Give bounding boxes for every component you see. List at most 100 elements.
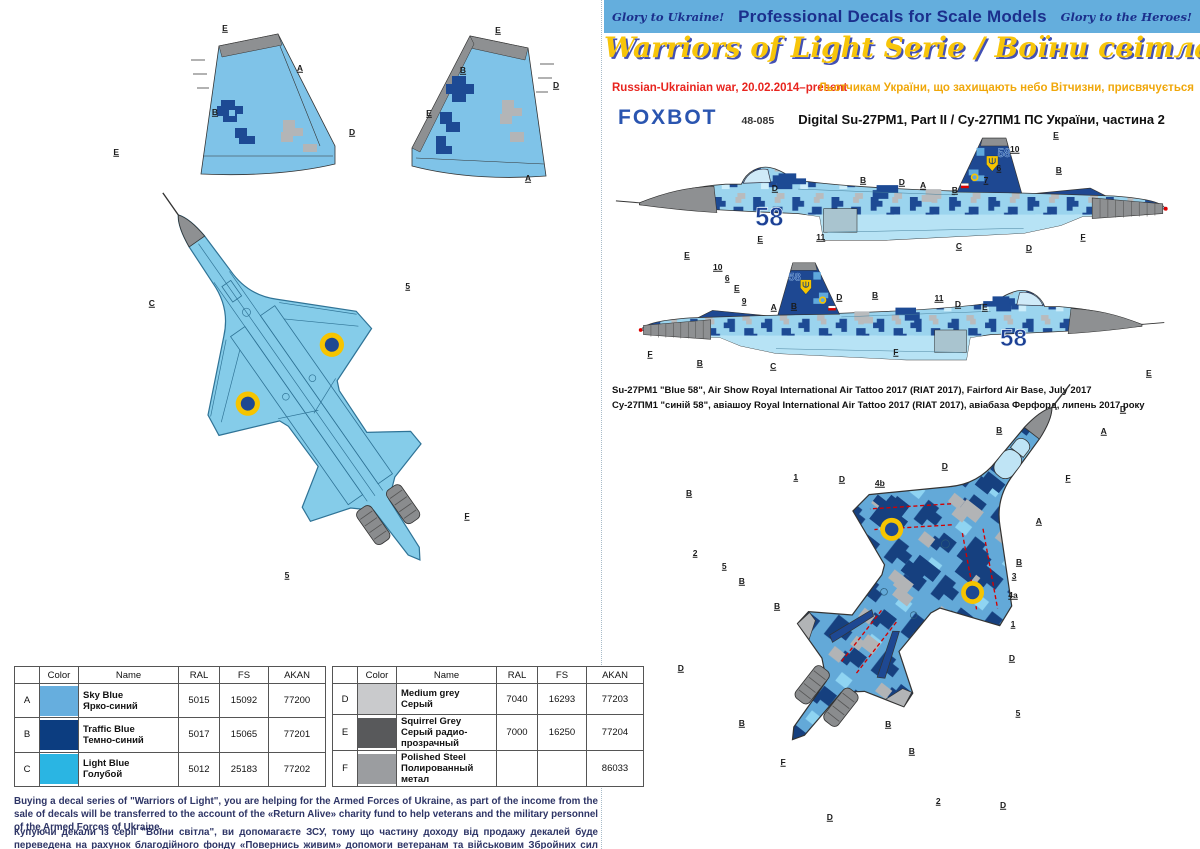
callout-E: E (1053, 129, 1059, 140)
color-table-right: Color Name RAL FS AKAN D Medium grey Серый 7040 1… (332, 666, 644, 787)
fs-value: 15092 (219, 682, 269, 719)
callout-F: F (780, 756, 786, 767)
color-swatch (358, 717, 396, 748)
color-swatch-cell (357, 750, 397, 787)
callout-D: D (1025, 242, 1032, 253)
callout-A: A (1100, 425, 1107, 436)
callout-B: B (1015, 556, 1023, 567)
fs-value: 16250 (537, 714, 587, 751)
akan-value: 77203 (586, 683, 644, 715)
ral-value: 5015 (178, 682, 220, 719)
column-header: Name (396, 666, 497, 684)
callout-7: 7 (983, 174, 989, 185)
static-dischargers (536, 63, 554, 93)
walkway-lines (841, 503, 999, 674)
roundel (880, 517, 904, 541)
column-header: Name (78, 666, 179, 684)
callout-D: D (941, 460, 948, 471)
glory-left-text: Glory to Ukraine! (612, 9, 725, 24)
color-name-cell: Squirrel Grey Серый радио-прозрачный (396, 714, 497, 751)
callout-B: B (685, 487, 693, 498)
callout-B: B (859, 174, 867, 185)
callout-E: E (113, 146, 120, 157)
fin-tip-cap (218, 33, 283, 58)
callout-10: 10 (713, 261, 723, 272)
callout-F: F (647, 348, 653, 359)
column-header (14, 666, 40, 684)
color-swatch (40, 719, 78, 750)
callout-D: D (677, 662, 684, 673)
callout-E: E (426, 107, 432, 118)
board-number-fin: 58 (997, 147, 1011, 160)
column-header: AKAN (586, 666, 644, 684)
color-name-cell: Sky Blue Ярко-синий (78, 682, 179, 719)
callout-E: E (222, 22, 228, 33)
callout-E: E (495, 24, 501, 35)
color-table-row: F Polished Steel Полированный метал 86033 (332, 750, 644, 787)
product-title: Digital Su-27PM1, Part II / Су-27ПМ1 ПС … (798, 112, 1165, 127)
color-table-row: A Sky Blue Ярко-синий 5015 15092 77200 (14, 682, 326, 719)
paint-reference-tables: Color Name RAL FS AKAN A Sky Blue Ярко-синий 501… (14, 666, 644, 788)
column-header: Color (39, 666, 79, 684)
color-name-cell: Polished Steel Полированный метал (396, 750, 497, 787)
callout-2: 2 (692, 547, 698, 558)
brand-logo: FOXBOT (618, 106, 718, 129)
vertical-fin-top (829, 609, 874, 643)
color-letter: E (332, 714, 358, 751)
color-table-row: E Squirrel Grey Серый радио-прозрачный 7000… (332, 714, 644, 751)
callout-B: B (773, 600, 781, 611)
board-number-nose: 58 (1000, 325, 1027, 352)
callout-C: C (955, 240, 962, 251)
roundel (961, 581, 985, 604)
stabilator-tip (797, 612, 816, 641)
callout-F: F (893, 346, 899, 357)
war-note: Russian-Ukrainian war, 20.02.2014–presen… (612, 82, 848, 94)
stabilator-tip (884, 688, 913, 708)
callout-B: B (951, 184, 958, 195)
callout-B: B (908, 745, 915, 756)
akan-value: 77200 (268, 682, 326, 719)
callout-A: A (1035, 515, 1042, 526)
charity-note-english: Buying a decal series of "Warriors of Li… (14, 795, 598, 833)
column-header: RAL (178, 666, 220, 684)
vertical-fin-top (876, 630, 900, 679)
akan-value: 77204 (586, 714, 644, 751)
callout-D: D (1000, 799, 1007, 810)
windscreen (1009, 438, 1031, 458)
radome (177, 214, 206, 248)
page-divider (601, 0, 602, 849)
dedication-text: Льотчикам України, що захищають небо Віт… (818, 82, 1194, 94)
product-header: FOXBOT 48-085 Digital Su-27PM1, Part II … (618, 106, 1165, 130)
static-dischargers (191, 59, 209, 89)
callout-D: D (1008, 652, 1015, 663)
color-name-cell: Light Blue Голубой (78, 751, 179, 788)
callout-1: 1 (793, 472, 799, 483)
callout-4a: 4a (1008, 590, 1018, 601)
akan-value: 86033 (586, 750, 644, 787)
callout-C: C (770, 360, 777, 371)
callout-E: E (733, 282, 740, 293)
color-swatch (40, 685, 78, 716)
header-main-title: Professional Decals for Scale Models (738, 6, 1047, 26)
side-profile-port-figure: 58 58 E 10 6 7 B D B D A B E 11 C D F (612, 130, 1200, 258)
callout-A: A (296, 62, 303, 73)
column-header: AKAN (268, 666, 326, 684)
color-swatch-cell (39, 717, 79, 753)
underside-view-figure: E C 5 5 F (15, 115, 590, 667)
callout-D: D (552, 79, 560, 90)
callout-A: A (770, 301, 777, 312)
header-band: Glory to Ukraine! Professional Decals fo… (604, 0, 1200, 33)
callout-F: F (1080, 231, 1086, 242)
callout-6: 6 (724, 272, 730, 283)
ral-value: 7040 (496, 683, 538, 715)
color-table-row: C Light Blue Голубой 5012 25183 77202 (14, 751, 326, 788)
fs-value: 16293 (537, 683, 587, 715)
color-swatch-cell (39, 682, 79, 719)
callout-C: C (148, 297, 155, 308)
callout-D: D (836, 291, 843, 302)
engine-nozzle (356, 505, 391, 546)
engine-nozzle (823, 687, 859, 727)
column-header: RAL (496, 666, 538, 684)
callout-F: F (1065, 472, 1071, 483)
glory-right-text: Glory to the Heroes! (1060, 9, 1192, 24)
